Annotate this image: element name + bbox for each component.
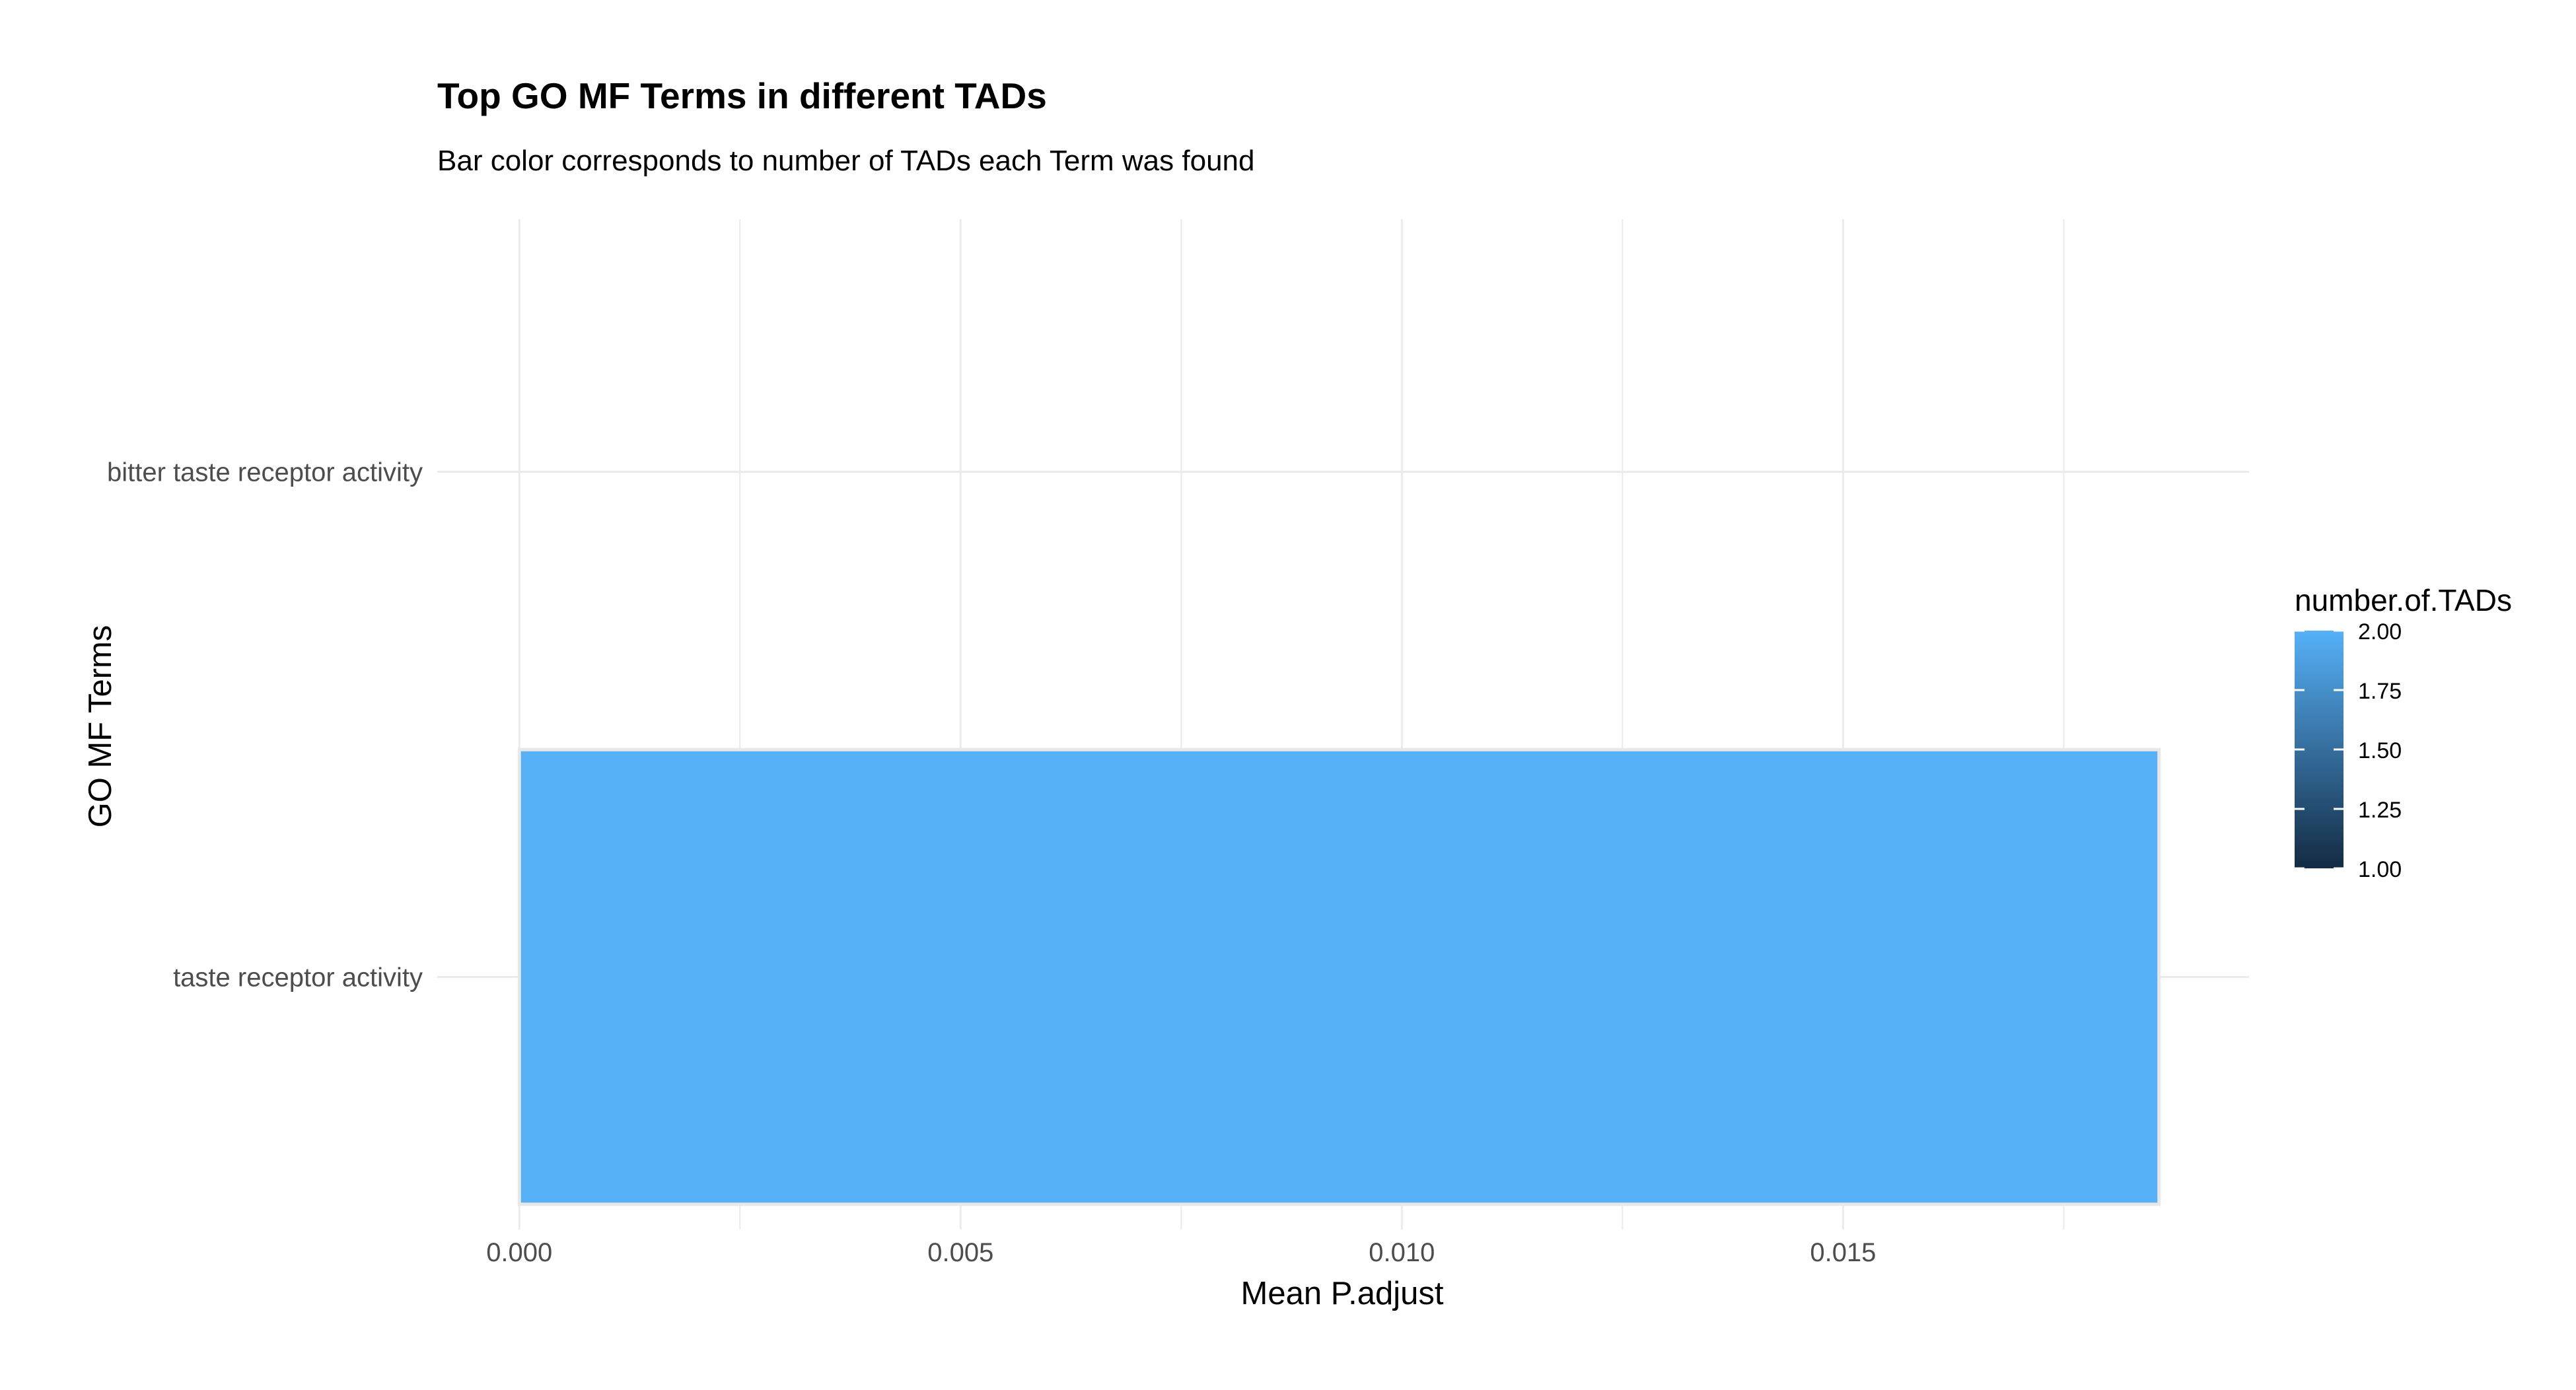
legend-tick-label: 1.00 bbox=[2358, 857, 2402, 882]
legend-ticks: 1.00 1.25 1.50 1.75 2.00 bbox=[2295, 619, 2402, 882]
x-tick-label: 0.010 bbox=[1369, 1238, 1435, 1267]
y-axis-tick-labels: taste receptor activity bitter taste rece… bbox=[107, 458, 423, 992]
y-axis-label: GO MF Terms bbox=[83, 625, 118, 828]
legend-tick-label: 1.75 bbox=[2358, 679, 2402, 704]
chart-title: Top GO MF Terms in different TADs bbox=[437, 75, 1047, 116]
x-tick-label: 0.005 bbox=[927, 1238, 993, 1267]
x-axis-tick-labels: 0.000 0.005 0.010 0.015 bbox=[486, 1238, 1876, 1267]
x-tick-label: 0.015 bbox=[1810, 1238, 1876, 1267]
bar bbox=[517, 747, 2161, 1206]
x-tick-label: 0.000 bbox=[486, 1238, 552, 1267]
legend-title: number.of.TADs bbox=[2295, 583, 2512, 617]
y-tick-label: bitter taste receptor activity bbox=[107, 458, 423, 487]
chart-subtitle: Bar color corresponds to number of TADs … bbox=[437, 145, 1254, 177]
color-legend: number.of.TADs 1.00 1.25 1.50 1.75 2.00 bbox=[2295, 583, 2512, 882]
bars bbox=[517, 747, 2161, 1206]
legend-tick-label: 2.00 bbox=[2358, 619, 2402, 644]
x-axis-label: Mean P.adjust bbox=[1241, 1276, 1444, 1311]
legend-tick-label: 1.25 bbox=[2358, 798, 2402, 823]
legend-tick-label: 1.50 bbox=[2358, 738, 2402, 763]
y-tick-label: taste receptor activity bbox=[173, 963, 423, 992]
